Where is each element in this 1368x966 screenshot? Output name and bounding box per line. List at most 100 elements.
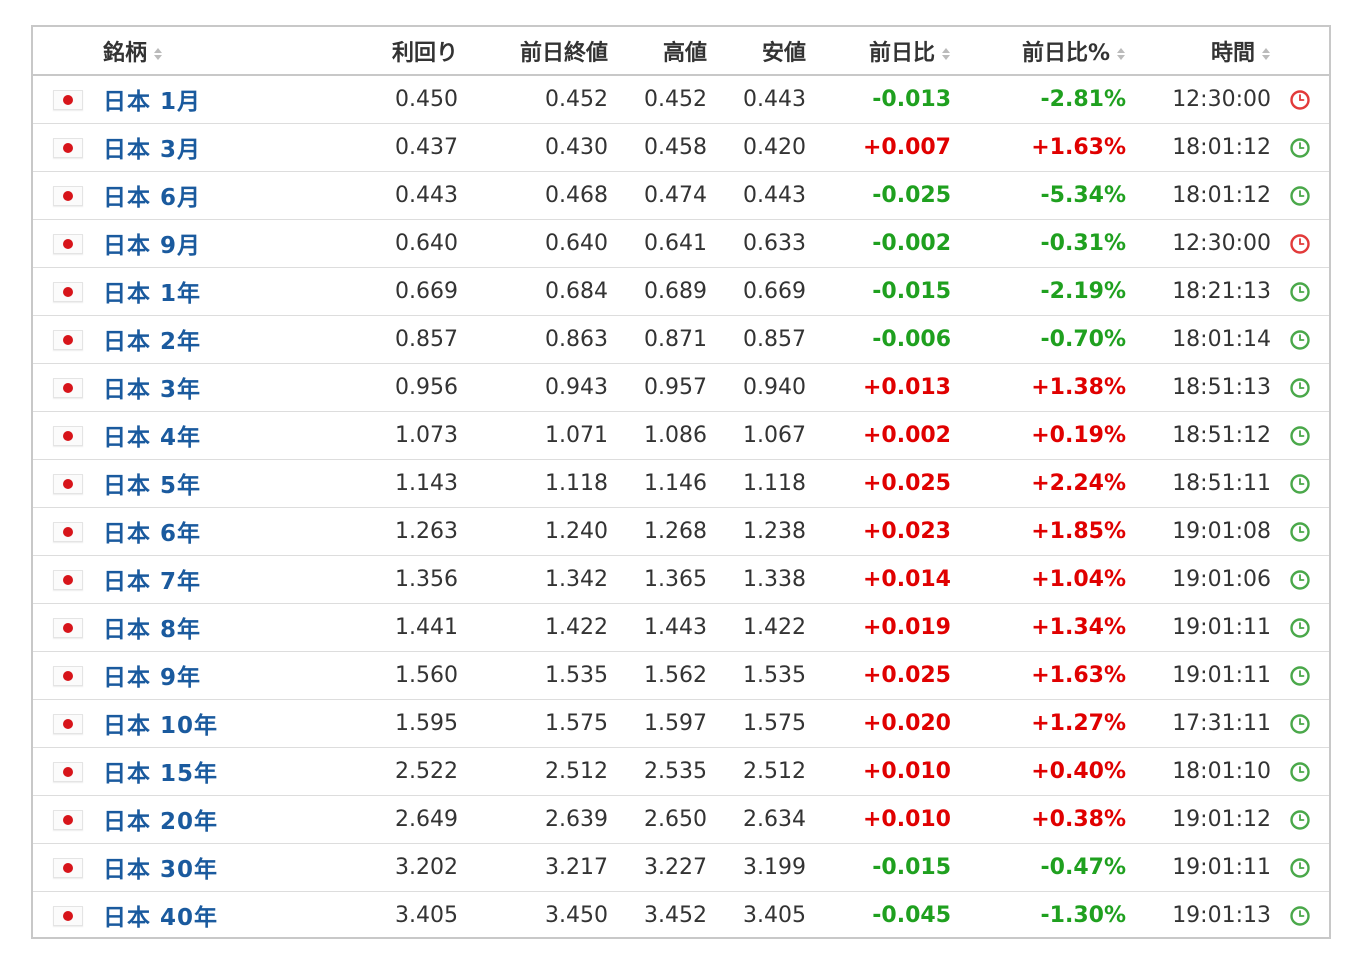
sort-icon[interactable] bbox=[941, 46, 951, 62]
change-cell: +0.002 bbox=[806, 411, 951, 460]
bond-name-link[interactable]: 日本 3年 bbox=[103, 363, 293, 412]
time-cell: 19:01:06 bbox=[1126, 555, 1271, 604]
high-cell: 2.650 bbox=[608, 795, 707, 844]
prev-close-cell: 2.512 bbox=[458, 747, 608, 796]
sort-icon[interactable] bbox=[1261, 46, 1271, 62]
yield-cell: 0.640 bbox=[293, 219, 458, 268]
high-cell: 1.365 bbox=[608, 555, 707, 604]
flag-cell bbox=[33, 171, 103, 220]
japan-flag-icon bbox=[53, 473, 83, 494]
header-status bbox=[1271, 27, 1329, 76]
change-pct-cell: -0.31% bbox=[951, 219, 1126, 268]
bond-name-link[interactable]: 日本 5年 bbox=[103, 459, 293, 508]
table-row: 日本 2年 0.857 0.863 0.871 0.857 -0.006 -0.70% 18:… bbox=[33, 315, 1329, 364]
header-high-label: 高値 bbox=[662, 40, 707, 66]
table-row: 日本 10年 1.595 1.575 1.597 1.575 +0.020 +1.27% 17… bbox=[33, 699, 1329, 748]
flag-cell bbox=[33, 699, 103, 748]
flag-cell bbox=[33, 843, 103, 892]
market-open-clock-icon bbox=[1290, 521, 1310, 542]
table-row: 日本 5年 1.143 1.118 1.146 1.118 +0.025 +2.24% 18:… bbox=[33, 459, 1329, 508]
prev-close-cell: 0.468 bbox=[458, 171, 608, 220]
header-change-pct[interactable]: 前日比% bbox=[951, 27, 1126, 76]
bond-name-link[interactable]: 日本 15年 bbox=[103, 747, 293, 796]
japan-flag-icon bbox=[53, 665, 83, 686]
low-cell: 1.422 bbox=[707, 603, 806, 652]
header-time[interactable]: 時間 bbox=[1126, 27, 1271, 76]
time-cell: 19:01:08 bbox=[1126, 507, 1271, 556]
low-cell: 0.443 bbox=[707, 75, 806, 124]
change-cell: -0.002 bbox=[806, 219, 951, 268]
prev-close-cell: 1.422 bbox=[458, 603, 608, 652]
prev-close-cell: 0.943 bbox=[458, 363, 608, 412]
bond-name-link[interactable]: 日本 1月 bbox=[103, 75, 293, 124]
japan-flag-icon bbox=[53, 89, 83, 110]
bond-name-link[interactable]: 日本 30年 bbox=[103, 843, 293, 892]
high-cell: 0.957 bbox=[608, 363, 707, 412]
bond-name-link[interactable]: 日本 6月 bbox=[103, 171, 293, 220]
bond-name-link[interactable]: 日本 9年 bbox=[103, 651, 293, 700]
status-cell bbox=[1271, 555, 1329, 604]
high-cell: 3.227 bbox=[608, 843, 707, 892]
bond-yield-table: 銘柄 利回り 前日終値 高値 安値 前日比 前日比% 時間 日本 1月 0.450… bbox=[33, 27, 1329, 939]
header-name[interactable]: 銘柄 bbox=[103, 27, 293, 76]
header-low-label: 安値 bbox=[761, 40, 806, 66]
flag-cell bbox=[33, 411, 103, 460]
status-cell bbox=[1271, 267, 1329, 316]
bond-name-link[interactable]: 日本 6年 bbox=[103, 507, 293, 556]
time-cell: 18:01:12 bbox=[1126, 171, 1271, 220]
header-high: 高値 bbox=[608, 27, 707, 76]
high-cell: 0.474 bbox=[608, 171, 707, 220]
yield-cell: 1.595 bbox=[293, 699, 458, 748]
low-cell: 0.669 bbox=[707, 267, 806, 316]
bond-name-link[interactable]: 日本 4年 bbox=[103, 411, 293, 460]
flag-cell bbox=[33, 363, 103, 412]
status-cell bbox=[1271, 171, 1329, 220]
bond-name-link[interactable]: 日本 20年 bbox=[103, 795, 293, 844]
flag-cell bbox=[33, 747, 103, 796]
table-row: 日本 6月 0.443 0.468 0.474 0.443 -0.025 -5.34% 18:… bbox=[33, 171, 1329, 220]
bond-name-link[interactable]: 日本 2年 bbox=[103, 315, 293, 364]
high-cell: 1.443 bbox=[608, 603, 707, 652]
change-pct-cell: +1.63% bbox=[951, 651, 1126, 700]
change-pct-cell: -1.30% bbox=[1040, 902, 1126, 928]
bond-name-link[interactable]: 日本 8年 bbox=[103, 603, 293, 652]
yield-cell: 1.560 bbox=[293, 651, 458, 700]
bond-name-link[interactable]: 日本 3月 bbox=[103, 123, 293, 172]
low-cell: 0.940 bbox=[707, 363, 806, 412]
market-open-clock-icon bbox=[1290, 857, 1310, 878]
flag-cell bbox=[33, 315, 103, 364]
change-cell: -0.013 bbox=[806, 75, 951, 124]
change-pct-cell: -0.70% bbox=[951, 315, 1126, 364]
bond-name-link[interactable]: 日本 40年 bbox=[103, 905, 219, 932]
header-change[interactable]: 前日比 bbox=[806, 27, 951, 76]
change-pct-cell: +1.04% bbox=[951, 555, 1126, 604]
sort-icon[interactable] bbox=[1116, 46, 1126, 62]
bond-yield-table-container: 銘柄 利回り 前日終値 高値 安値 前日比 前日比% 時間 日本 1月 0.450… bbox=[31, 25, 1331, 939]
low-cell: 3.405 bbox=[743, 902, 806, 928]
market-open-clock-icon bbox=[1290, 137, 1310, 158]
high-cell: 1.086 bbox=[608, 411, 707, 460]
sort-icon[interactable] bbox=[153, 46, 163, 62]
bond-name-link[interactable]: 日本 7年 bbox=[103, 555, 293, 604]
time-cell: 19:01:13 bbox=[1172, 902, 1271, 928]
high-cell: 0.871 bbox=[608, 315, 707, 364]
change-cell: +0.025 bbox=[806, 651, 951, 700]
bond-name-link[interactable]: 日本 9月 bbox=[103, 219, 293, 268]
high-cell: 0.641 bbox=[608, 219, 707, 268]
bond-name-link[interactable]: 日本 10年 bbox=[103, 699, 293, 748]
bond-name-link[interactable]: 日本 1年 bbox=[103, 267, 293, 316]
time-cell: 18:01:14 bbox=[1126, 315, 1271, 364]
prev-close-cell: 0.640 bbox=[458, 219, 608, 268]
prev-close-cell: 3.217 bbox=[458, 843, 608, 892]
time-cell: 18:51:11 bbox=[1126, 459, 1271, 508]
change-pct-cell: -5.34% bbox=[951, 171, 1126, 220]
flag-cell bbox=[33, 267, 103, 316]
low-cell: 0.443 bbox=[707, 171, 806, 220]
market-open-clock-icon bbox=[1290, 665, 1310, 686]
change-cell: -0.015 bbox=[806, 843, 951, 892]
change-cell: +0.013 bbox=[806, 363, 951, 412]
status-cell bbox=[1271, 459, 1329, 508]
prev-close-cell: 0.430 bbox=[458, 123, 608, 172]
market-open-clock-icon bbox=[1290, 761, 1310, 782]
table-row: 日本 7年 1.356 1.342 1.365 1.338 +0.014 +1.04% 19:… bbox=[33, 555, 1329, 604]
